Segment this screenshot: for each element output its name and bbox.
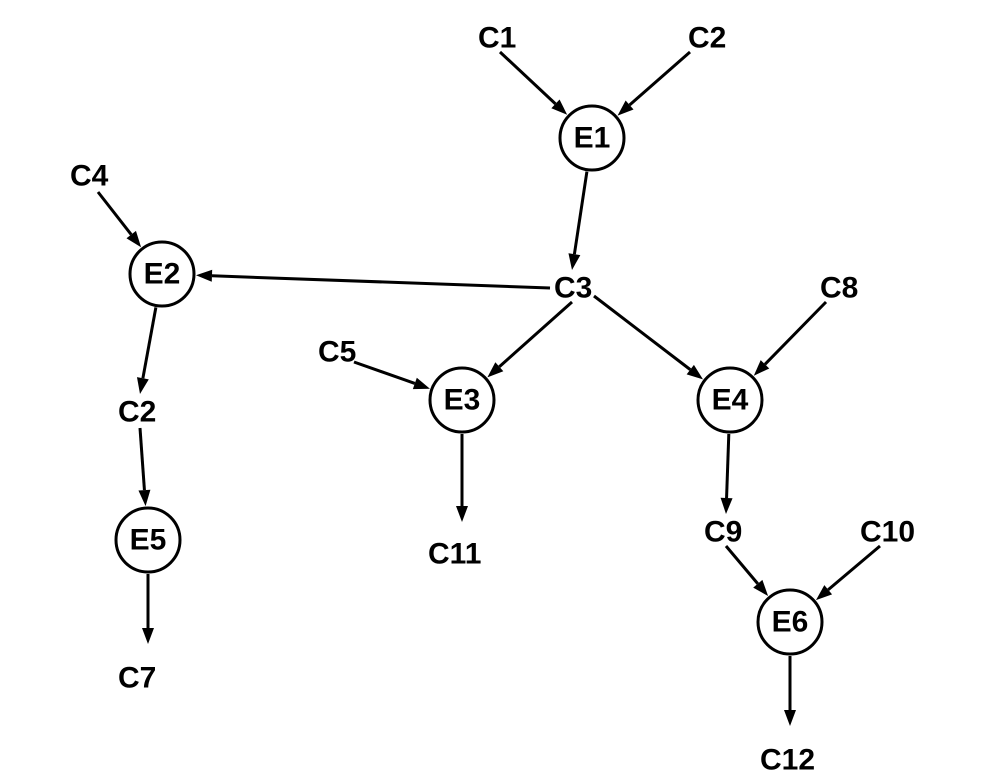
diagram-canvas: E1 E2 E3 E4 E5 E6 C1 C2 C4 C3 C8 C5 C2 C11 C9 C10 C7 C12 — [0, 0, 1000, 783]
label-c11: C11 — [428, 538, 481, 571]
label-c12: C12 — [760, 744, 815, 777]
label-c1: C1 — [478, 22, 516, 55]
label-c8: C8 — [820, 272, 858, 305]
node-label: E2 — [144, 258, 181, 291]
node-label: E5 — [130, 524, 167, 557]
node-label: E6 — [772, 606, 809, 639]
label-c3: C3 — [554, 272, 592, 305]
label-c2a: C2 — [688, 22, 726, 55]
label-c10: C10 — [860, 516, 915, 549]
label-c9: C9 — [704, 516, 742, 549]
label-c7: C7 — [118, 662, 156, 695]
label-c4: C4 — [70, 160, 109, 193]
node-label: E4 — [712, 384, 749, 417]
node-label: E3 — [444, 384, 481, 417]
node-label: E1 — [574, 122, 611, 155]
label-c2b: C2 — [118, 396, 156, 429]
label-c5: C5 — [318, 336, 356, 369]
